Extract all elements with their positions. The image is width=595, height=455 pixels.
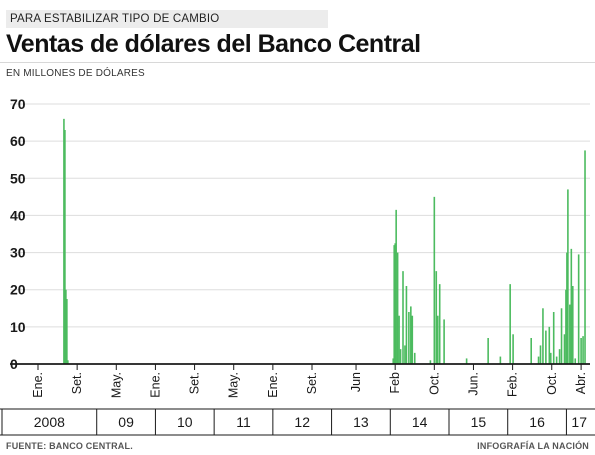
bar [66,299,68,364]
gridlines [10,103,590,328]
bar [560,308,563,364]
bar [399,349,402,364]
year-label: 16 [529,414,545,430]
bar [410,306,412,364]
x-tick-label: Abr. [574,372,588,394]
x-tick-label: Jun [349,372,363,392]
bar [537,356,540,364]
bar [545,330,547,364]
unit-label: EN MILLONES DE DÓLARES [6,68,145,79]
x-tick-label: Ene. [148,372,162,398]
bars [63,118,586,364]
bar [405,286,408,364]
y-tick-label: 40 [10,207,26,223]
y-tick-label: 20 [10,282,26,298]
y-tick-label: 30 [10,245,26,261]
source-note: FUENTE: BANCO CENTRAL. [6,441,133,451]
kicker-text: PARA ESTABILIZAR TIPO DE CAMBIO [10,13,220,25]
x-tick-label: Feb [388,372,402,394]
x-tick-label: Oct. [545,372,559,395]
bar [565,289,567,364]
bar [443,319,445,364]
x-tick-label: Set. [305,372,319,394]
bar [552,312,555,364]
x-axis: Ene. Set. May. Ene. Set. May. Ene. Set. Jun Feb Oc… [10,363,590,398]
bar [429,360,432,364]
credit-note: INFOGRAFÍA LA NACIÓN [477,441,589,451]
bar [392,358,395,364]
bar [509,284,511,364]
year-label: 14 [412,414,428,430]
x-tick-label: Feb. [506,372,520,397]
bar [67,360,69,364]
y-tick-label: 70 [10,96,26,112]
year-label: 09 [118,414,134,430]
bar [438,284,441,364]
x-tick-label: Ene. [266,372,280,398]
bar [563,334,566,364]
header-divider [0,62,595,63]
bar [569,304,571,364]
year-label: 11 [236,414,251,430]
bar [63,118,65,364]
bar [411,315,414,364]
bar [394,243,396,364]
x-tick-label: Set. [70,372,84,394]
bar [395,209,397,364]
bar [567,189,569,364]
year-label: 10 [177,414,193,430]
bar [402,271,404,364]
year-label: 17 [571,414,587,430]
year-label: 12 [294,414,310,430]
bar [398,315,400,364]
x-tick-label: Jun. [466,372,480,396]
x-tick-label: Oct. [427,372,441,395]
year-label: 13 [353,414,369,430]
bar [566,252,568,364]
year-label: 15 [471,414,487,430]
year-axis: 2008 09 10 11 12 13 14 15 16 17 [0,408,595,436]
y-tick-label: 60 [10,133,26,149]
bar [542,308,544,364]
bar [530,338,532,364]
x-tick-label: May. [227,372,241,398]
x-tick-label: Set. [188,372,202,394]
bar [577,254,580,364]
bar [582,336,584,364]
bar [555,356,558,364]
bar [408,312,410,364]
bar [539,345,542,364]
bar [499,356,502,364]
bar [487,338,489,364]
bar [571,286,574,364]
bar [574,358,577,364]
year-label: 2008 [34,414,65,430]
chart-title: Ventas de dólares del Banco Central [6,30,421,58]
y-tick-label: 10 [10,319,26,335]
bar [393,245,395,364]
bar [436,315,439,364]
bar [512,334,514,364]
bar [570,248,573,364]
bar [435,271,438,364]
y-tick-label: 50 [10,170,26,186]
bar [558,349,561,364]
kicker-band: PARA ESTABILIZAR TIPO DE CAMBIO [6,10,328,28]
bar [413,352,416,364]
bar [584,150,586,364]
bar [433,196,436,364]
x-tick-label: May. [109,372,123,398]
bar [404,345,406,364]
bar [396,252,399,364]
bar [548,326,551,364]
bar [465,358,468,364]
x-tick-label: Ene. [31,372,45,398]
bar [549,352,552,364]
bar [65,289,67,364]
bar [64,130,66,364]
bar [580,338,582,364]
